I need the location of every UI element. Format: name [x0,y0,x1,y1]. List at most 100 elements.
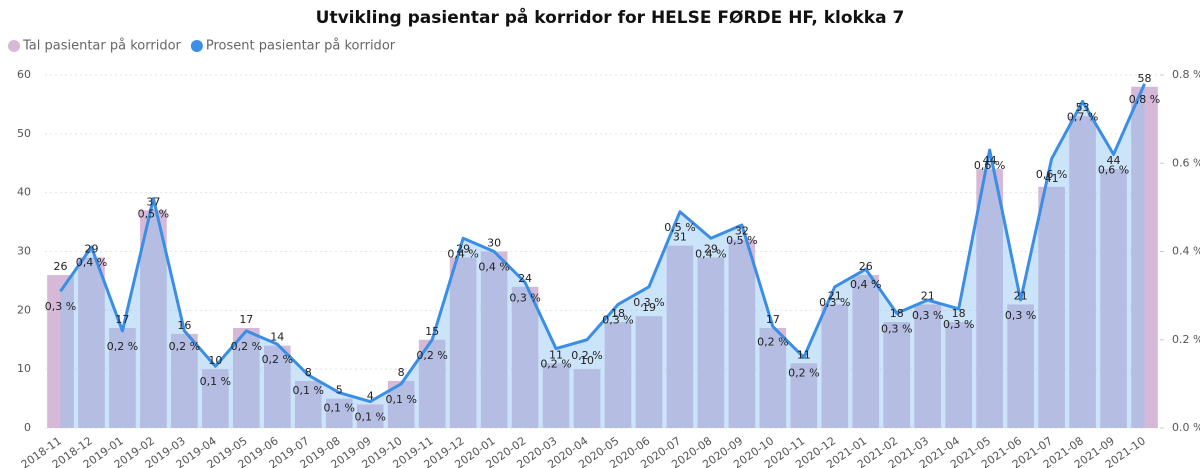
bar [1069,116,1096,428]
line-value-label: 0,1 % [200,375,231,388]
line-value-label: 0,3 % [819,296,850,309]
line-value-label: 0,4 % [76,256,107,269]
bar [976,169,1003,428]
line-value-label: 0,4 % [695,247,726,260]
bar [47,275,74,428]
line-value-label: 0,3 % [633,296,664,309]
bar [666,245,694,428]
bar-value-label: 29 [456,242,470,255]
line-area [60,83,1145,428]
bar [945,322,972,428]
bar-value-label: 17 [115,313,129,326]
bar [604,322,632,428]
line-value-label: 0,3 % [602,313,633,326]
bar [1007,304,1034,428]
line-value-label: 0,8 % [1129,93,1160,106]
bar [294,380,322,428]
bar-value-label: 32 [735,225,749,238]
bar-value-label: 19 [642,301,656,314]
bar-value-label: 16 [177,319,191,332]
bar-value-label: 11 [797,348,811,361]
line-value-label: 0,1 % [324,402,355,415]
line-value-label: 0,2 % [788,366,819,379]
bar [449,257,477,428]
bar-value-label: 8 [305,366,312,379]
bar-value-label: 29 [704,242,718,255]
y-tick-label: 50 [17,127,31,140]
bar [697,257,725,428]
bar-value-label: 58 [1138,72,1152,85]
line-value-label: 0,2 % [262,353,293,366]
y-tick-label: 60 [17,68,31,81]
bar-value-label: 44 [983,154,997,167]
line-value-label: 0,2 % [231,340,262,353]
bar [511,286,539,428]
bar-value-label: 18 [890,307,904,320]
line-value-label: 0,2 % [416,349,447,362]
line-value-label: 0,5 % [138,208,169,221]
bar-value-label: 17 [239,313,253,326]
bar [356,404,384,428]
line-value-label: 0,2 % [757,336,788,349]
line-value-label: 0,3 % [912,309,943,322]
legend-marker [190,40,203,52]
y2-tick-label: 0.4 % [1172,245,1200,258]
bar-value-label: 29 [84,242,98,255]
bar-value-label: 14 [270,331,284,344]
bar-value-label: 37 [146,195,160,208]
bar-value-label: 31 [673,231,687,244]
line-value-label: 0,1 % [293,384,324,397]
bar-value-label: 41 [1045,172,1059,185]
y-tick-label: 40 [17,186,31,199]
bar-value-label: 10 [580,354,594,367]
line-value-label: 0,2 % [540,358,571,371]
line-value-label: 0,7 % [1067,110,1098,123]
y-tick-label: 10 [17,362,31,375]
bar-value-label: 26 [53,260,67,273]
bar-value-label: 10 [208,354,222,367]
bar-value-label: 26 [859,260,873,273]
line-value-label: 0,2 % [107,340,138,353]
bar [78,257,105,428]
bar [635,316,663,428]
bar [1038,186,1065,428]
chart-title: Utvikling pasientar på korridor for HELS… [316,6,905,28]
line-value-label: 0,4 % [447,247,478,260]
bar-value-label: 11 [549,348,563,361]
y-tick-label: 30 [17,245,31,258]
bar [233,327,260,428]
bar [852,275,880,428]
line-value-label: 0,3 % [1005,309,1036,322]
bar-value-label: 24 [518,272,532,285]
bar-value-label: 18 [952,307,966,320]
bar [759,327,787,428]
line-value-label: 0,1 % [385,393,416,406]
bar-value-label: 5 [336,384,343,397]
legend-marker [8,40,20,52]
y2-tick-label: 0.6 % [1172,156,1200,169]
line-value-label: 0,3 % [881,322,912,335]
bar [728,239,756,428]
bar [171,333,198,428]
bar [140,210,167,428]
y2-tick-label: 0.2 % [1172,333,1200,346]
bar [914,304,942,428]
bar-value-label: 44 [1107,154,1121,167]
bar [109,327,136,428]
line-value-label: 0,6 % [1036,168,1067,181]
bar-value-label: 21 [1014,289,1028,302]
bar [1131,86,1158,429]
y-tick-label: 0 [24,421,31,434]
y2-tick-label: 0.8 % [1172,68,1200,81]
legend-label: Tal pasientar på korridor [22,39,182,54]
bar-value-label: 21 [828,289,842,302]
line-value-label: 0,6 % [974,159,1005,172]
line-value-label: 0,5 % [726,234,757,247]
bar-value-label: 30 [487,237,501,250]
y-tick-label: 20 [17,303,31,316]
line-value-label: 0,5 % [664,221,695,234]
bar-value-label: 4 [367,389,374,402]
y2-tick-label: 0.0 % [1172,421,1200,434]
